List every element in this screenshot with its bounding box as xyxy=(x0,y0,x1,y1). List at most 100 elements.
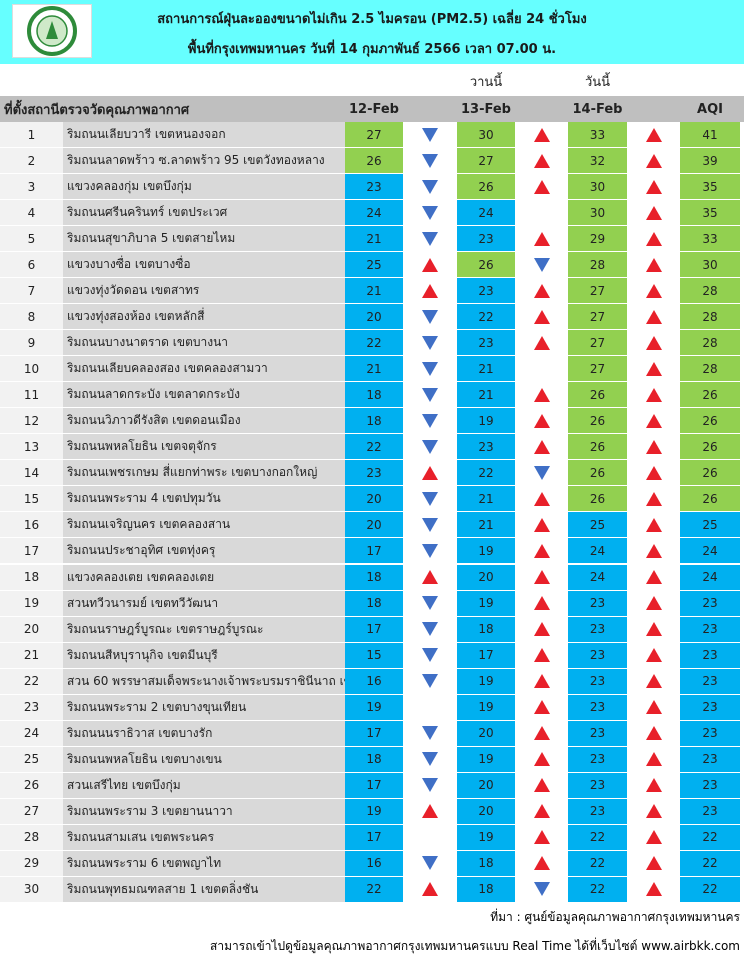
value-cell: 26 xyxy=(680,408,740,435)
arrow-shape xyxy=(533,153,550,168)
value-cell: 26 xyxy=(457,174,515,201)
trend-arrow-up xyxy=(645,439,662,454)
trend-arrow-down xyxy=(422,387,438,402)
row-number: 18 xyxy=(0,564,63,591)
trend-arrow-down xyxy=(422,361,438,376)
arrow-shape xyxy=(533,882,550,897)
value-cell: 28 xyxy=(680,304,740,331)
arrow-shape xyxy=(645,648,662,663)
value-cell: 33 xyxy=(680,226,740,253)
value-cell: 30 xyxy=(568,174,627,201)
trend-arrow-down xyxy=(422,153,438,168)
value-cell: 23 xyxy=(568,668,627,695)
trend-cell xyxy=(627,668,680,695)
column-header: 14-Feb xyxy=(572,101,623,117)
trend-arrow-up xyxy=(645,413,662,428)
trend-cell xyxy=(403,122,457,149)
arrow-shape xyxy=(422,491,438,506)
arrow-shape xyxy=(422,726,438,741)
value-cell: 19 xyxy=(457,590,515,617)
column-header: ที่ตั้งสถานีตรวจวัดคุณภาพอากาศ xyxy=(4,102,190,118)
trend-arrow-up xyxy=(533,830,550,845)
trend-arrow-up xyxy=(533,596,550,611)
row-number: 29 xyxy=(0,850,63,877)
today-label: วันนี้ xyxy=(584,74,611,90)
trend-arrow-up xyxy=(533,231,550,246)
trend-cell xyxy=(627,512,680,539)
arrow-shape xyxy=(533,283,550,298)
arrow-shape xyxy=(645,804,662,819)
trend-cell xyxy=(515,226,568,253)
trend-cell xyxy=(627,252,680,279)
arrow-shape xyxy=(422,153,438,168)
arrow-shape xyxy=(422,596,438,611)
trend-arrow-down xyxy=(422,517,438,532)
arrow-shape xyxy=(422,127,438,142)
value-cell: 28 xyxy=(680,356,740,383)
value-cell: 22 xyxy=(680,850,740,877)
arrow-shape xyxy=(645,596,662,611)
arrow-shape xyxy=(645,283,662,298)
value-cell: 18 xyxy=(345,590,403,617)
arrow-shape xyxy=(422,361,438,376)
value-cell: 23 xyxy=(568,590,627,617)
station: ริมถนนพระราม 6 เขตพญาไท xyxy=(63,850,345,877)
trend-cell xyxy=(403,330,457,357)
value-cell: 23 xyxy=(680,746,740,773)
arrow-shape xyxy=(533,543,550,558)
value-cell: 20 xyxy=(345,304,403,331)
trend-arrow-up xyxy=(645,648,662,663)
row-number: 30 xyxy=(0,876,63,903)
row-number: 17 xyxy=(0,538,63,565)
trend-cell xyxy=(515,148,568,175)
trend-cell xyxy=(403,382,457,409)
arrow-shape xyxy=(645,153,662,168)
trend-cell xyxy=(403,278,457,305)
trend-cell xyxy=(515,330,568,357)
trend-arrow-down xyxy=(422,309,438,324)
trend-cell xyxy=(627,590,680,617)
trend-cell xyxy=(627,850,680,877)
trend-arrow-down xyxy=(422,543,438,558)
arrow-shape xyxy=(533,517,550,532)
arrow-shape xyxy=(533,622,550,637)
arrow-shape xyxy=(645,752,662,767)
value-cell: 24 xyxy=(457,200,515,227)
trend-arrow-up xyxy=(533,622,550,637)
arrow-shape xyxy=(422,283,438,298)
station: ริมถนนประชาอุทิศ เขตทุ่งครุ xyxy=(63,538,345,565)
value-cell: 35 xyxy=(680,200,740,227)
arrow-shape xyxy=(422,517,438,532)
trend-cell xyxy=(627,642,680,669)
value-cell: 26 xyxy=(457,252,515,279)
trend-cell xyxy=(627,434,680,461)
value-cell: 19 xyxy=(457,668,515,695)
value-cell: 25 xyxy=(345,252,403,279)
trend-arrow-up xyxy=(645,153,662,168)
arrow-shape xyxy=(422,439,438,454)
value-cell: 26 xyxy=(680,460,740,487)
arrow-shape xyxy=(645,231,662,246)
trend-arrow-up xyxy=(645,309,662,324)
value-cell: 23 xyxy=(680,772,740,799)
trend-cell xyxy=(515,746,568,773)
trend-cell xyxy=(515,772,568,799)
logo-icon xyxy=(27,6,77,56)
logo xyxy=(12,4,92,58)
value-cell: 19 xyxy=(345,694,403,721)
arrow-shape xyxy=(422,570,438,584)
row-number: 6 xyxy=(0,252,63,279)
value-cell: 19 xyxy=(457,746,515,773)
arrow-shape xyxy=(533,674,550,689)
value-cell: 24 xyxy=(680,564,740,591)
arrow-shape xyxy=(645,517,662,532)
station: ริมถนนสุขาภิบาล 5 เขตสายไหม xyxy=(63,226,345,253)
value-cell: 27 xyxy=(345,122,403,149)
arrow-shape xyxy=(645,543,662,558)
value-cell: 18 xyxy=(457,876,515,903)
trend-cell xyxy=(403,174,457,201)
row-number: 4 xyxy=(0,200,63,227)
trend-cell xyxy=(515,564,568,591)
value-cell: 23 xyxy=(345,174,403,201)
value-cell: 26 xyxy=(680,486,740,513)
